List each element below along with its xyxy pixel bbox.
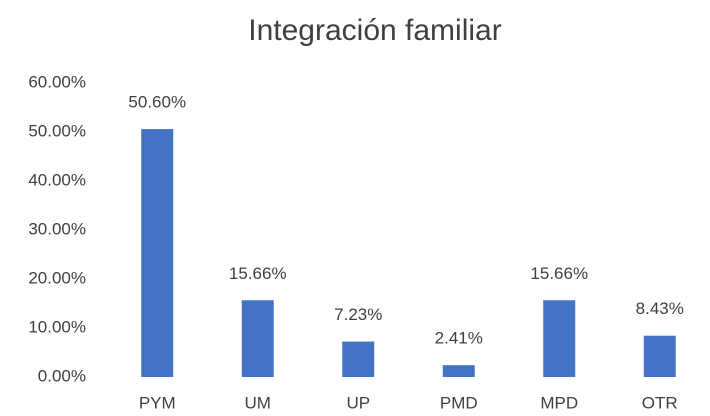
y-tick-label: 10.00% <box>28 317 86 336</box>
bar <box>342 341 375 377</box>
bar <box>141 129 174 377</box>
x-tick-label: UP <box>346 393 370 412</box>
chart-title: Integración familiar <box>248 14 501 47</box>
y-tick-label: 50.00% <box>28 121 86 140</box>
bar <box>543 300 576 377</box>
x-tick-label: PMD <box>440 393 478 412</box>
y-tick-label: 0.00% <box>38 366 86 385</box>
x-tick-label: OTR <box>642 393 678 412</box>
x-tick-label: UM <box>245 393 271 412</box>
value-label: 2.41% <box>435 329 483 348</box>
value-label: 7.23% <box>334 305 382 324</box>
y-tick-label: 20.00% <box>28 268 86 287</box>
y-tick-label: 30.00% <box>28 219 86 238</box>
y-tick-label: 60.00% <box>28 72 86 91</box>
y-tick-label: 40.00% <box>28 170 86 189</box>
bar <box>442 365 475 377</box>
x-tick-label: MPD <box>540 393 578 412</box>
value-label: 15.66% <box>229 264 287 283</box>
bar <box>241 300 274 377</box>
bar <box>643 335 676 377</box>
value-label: 8.43% <box>636 299 684 318</box>
value-label: 15.66% <box>530 264 588 283</box>
value-label: 50.60% <box>128 93 186 112</box>
x-tick-label: PYM <box>139 393 176 412</box>
